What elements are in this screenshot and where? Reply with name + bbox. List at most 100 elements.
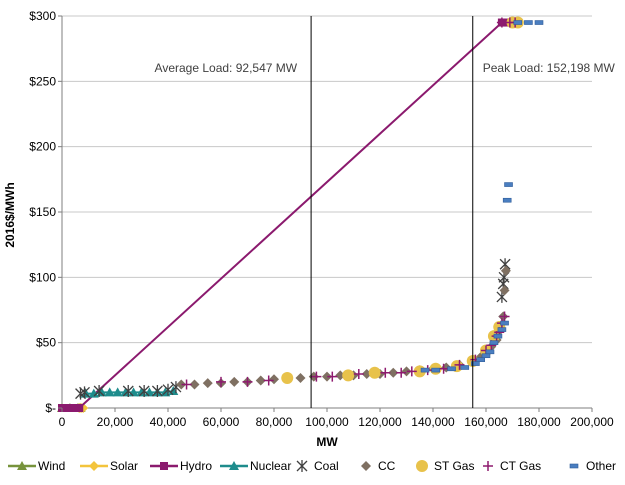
data-point xyxy=(122,385,134,398)
legend-swatch-marker xyxy=(483,461,493,471)
data-point xyxy=(447,366,456,372)
data-point xyxy=(75,404,84,412)
reference-lines: Average Load: 92,547 MW Peak Load: 152,19… xyxy=(155,16,616,408)
data-point xyxy=(93,385,105,398)
legend-label: Nuclear xyxy=(250,459,291,473)
y-tick-label: $- xyxy=(45,401,56,415)
data-series xyxy=(57,16,544,413)
data-point xyxy=(322,371,332,382)
legend-label: CT Gas xyxy=(500,459,541,473)
data-point xyxy=(476,357,486,362)
data-point xyxy=(295,372,306,383)
data-point xyxy=(500,265,511,276)
x-tick-label: 200,000 xyxy=(570,415,614,429)
legend-swatch-marker xyxy=(17,461,27,470)
data-point xyxy=(242,376,253,387)
data-point xyxy=(342,369,355,382)
data-point xyxy=(255,375,266,386)
gridlines xyxy=(62,15,592,344)
data-point xyxy=(189,379,200,390)
data-point xyxy=(229,376,240,387)
legend-label: Solar xyxy=(110,459,138,473)
series-other xyxy=(420,20,544,373)
y-tick-label: $300 xyxy=(29,9,56,23)
data-point xyxy=(368,366,381,379)
data-point xyxy=(176,379,187,390)
data-point xyxy=(481,353,491,359)
data-point xyxy=(497,327,507,332)
series-hydro xyxy=(58,18,517,412)
data-point xyxy=(420,367,430,373)
data-point xyxy=(353,369,364,380)
data-point xyxy=(493,333,503,339)
series-cc xyxy=(176,265,511,390)
data-point xyxy=(438,363,449,374)
y-tick-label: $100 xyxy=(29,270,56,284)
data-point xyxy=(79,386,90,399)
series-coal xyxy=(75,258,511,400)
data-point xyxy=(396,367,407,378)
data-point xyxy=(263,375,274,386)
data-point xyxy=(406,366,417,377)
legend-item-cc: CC xyxy=(361,459,396,473)
legend-item-coal: Coal xyxy=(296,459,339,473)
legend-item-solar: Solar xyxy=(80,459,138,473)
data-point xyxy=(112,387,123,397)
legend-item-ct-gas: CT Gas xyxy=(483,459,541,473)
data-point xyxy=(216,376,226,387)
data-point xyxy=(401,366,412,377)
legend: Wind Solar Hydro Nuclear Coal CC ST Gas CT Gas O… xyxy=(8,459,616,473)
data-point xyxy=(499,311,510,322)
data-point xyxy=(500,320,509,326)
data-point xyxy=(151,385,163,398)
legend-label: Hydro xyxy=(180,459,212,473)
reference-line-label: Average Load: 92,547 MW xyxy=(155,61,298,75)
x-tick-label: 180,000 xyxy=(517,415,561,429)
data-point xyxy=(513,20,523,25)
legend-label: Coal xyxy=(314,459,339,473)
data-point xyxy=(454,359,465,370)
data-point xyxy=(162,383,174,396)
data-point xyxy=(380,367,391,378)
data-point xyxy=(499,285,510,296)
data-point xyxy=(138,385,150,398)
legend-label: Wind xyxy=(38,459,65,473)
x-tick-label: 100,000 xyxy=(305,415,349,429)
data-point xyxy=(489,340,499,345)
legend-label: ST Gas xyxy=(434,459,474,473)
x-axis-title: MW xyxy=(316,435,338,449)
x-tick-label: 160,000 xyxy=(464,415,508,429)
legend-item-other: Other xyxy=(569,459,616,473)
data-point xyxy=(181,379,192,390)
data-point xyxy=(460,365,470,370)
data-point xyxy=(504,182,513,187)
legend-swatch-marker xyxy=(160,462,168,470)
legend-item-st-gas: ST Gas xyxy=(416,459,474,473)
data-point xyxy=(471,361,480,366)
y-tick-label: $50 xyxy=(36,336,56,350)
y-axis-title: 2016$/MWh xyxy=(3,182,17,247)
data-point xyxy=(431,367,440,373)
legend-item-hydro: Hydro xyxy=(150,459,212,473)
series-line xyxy=(62,21,513,409)
legend-label: CC xyxy=(378,459,396,473)
y-tick-label: $150 xyxy=(29,205,56,219)
data-point xyxy=(104,387,115,397)
data-point xyxy=(388,367,399,378)
legend-swatch-marker xyxy=(296,460,308,472)
legend-swatch-marker xyxy=(569,463,579,469)
data-point xyxy=(534,20,544,25)
x-tick-label: 20,000 xyxy=(97,415,134,429)
legend-swatch-marker xyxy=(89,461,99,471)
data-point xyxy=(202,378,213,389)
x-tick-label: 0 xyxy=(59,415,66,429)
data-point xyxy=(502,197,512,203)
legend-swatch-marker xyxy=(361,461,371,471)
series-ct-gas xyxy=(181,17,521,390)
x-tick-label: 80,000 xyxy=(256,415,293,429)
data-point xyxy=(281,371,294,384)
y-tick-label: $250 xyxy=(29,74,56,88)
x-tick-label: 140,000 xyxy=(411,415,455,429)
